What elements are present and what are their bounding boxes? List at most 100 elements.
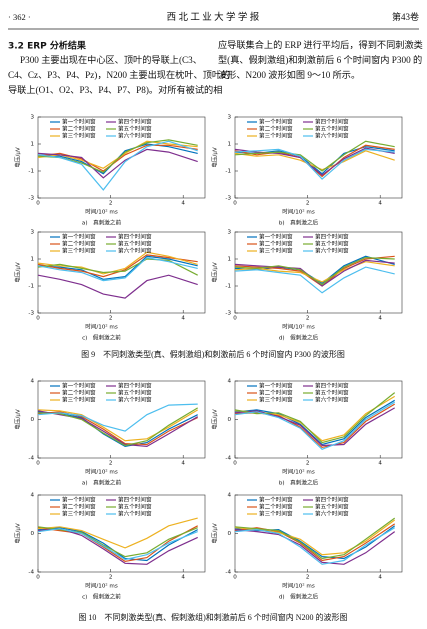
y-tick-label: 4	[227, 379, 231, 385]
legend-label: 第六个时间窗	[315, 396, 349, 404]
y-axis-label: 电压/μV	[14, 147, 22, 168]
series-line	[37, 258, 198, 276]
legend-label: 第三个时间窗	[259, 396, 293, 404]
legend-label: 第一个时间窗	[62, 233, 96, 241]
x-tick-label: 2	[109, 316, 113, 322]
body-line: 导联上(O1、O2、P3、P4、P7、P8)。对所有被试的相	[8, 84, 222, 95]
x-tick-label: 0	[233, 575, 237, 581]
y-tick-label: -4	[28, 570, 34, 576]
series-line	[37, 410, 199, 448]
x-tick-label: 2	[306, 575, 310, 581]
x-tick-label: 2	[109, 461, 113, 467]
y-axis-label: 电压/μV	[211, 147, 219, 168]
series-line	[234, 259, 395, 287]
legend-label: 第六个时间窗	[118, 510, 152, 518]
x-tick-label: 2	[306, 461, 310, 467]
legend-label: 第四个时间窗	[118, 496, 152, 504]
plot-frame	[234, 231, 403, 314]
panel-caption: c) 假刺激之前	[82, 593, 121, 601]
y-tick-label: 1	[30, 257, 34, 263]
x-tick-label: 0	[36, 575, 40, 581]
x-axis-label: 时间/10² ms	[282, 468, 315, 476]
body-line: P300 主要出现在中心区、顶叶的导联上(C3、	[20, 54, 202, 65]
legend-label: 第二个时间窗	[62, 503, 96, 511]
y-axis-label: 电压/μV	[14, 523, 22, 544]
series-line	[234, 399, 396, 446]
y-tick-label: 0	[30, 531, 34, 537]
y-tick-label: -4	[225, 570, 231, 576]
y-tick-label: -4	[28, 456, 34, 462]
legend-label: 第五个时间窗	[315, 389, 349, 397]
series-line	[37, 251, 198, 275]
y-tick-label: 1	[227, 257, 231, 263]
series-line	[234, 407, 395, 447]
legend-label: 第五个时间窗	[315, 240, 349, 248]
x-tick-label: 4	[181, 461, 185, 467]
x-tick-label: 2	[306, 201, 310, 207]
legend-label: 第三个时间窗	[62, 510, 96, 518]
x-tick-label: 0	[233, 201, 237, 207]
x-tick-label: 2	[109, 575, 113, 581]
y-axis-label: 电压/μV	[14, 409, 22, 430]
series-line	[234, 517, 396, 560]
legend-label: 第二个时间窗	[259, 389, 293, 397]
legend-label: 第五个时间窗	[118, 389, 152, 397]
legend-label: 第六个时间窗	[118, 396, 152, 404]
legend-label: 第一个时间窗	[62, 496, 96, 504]
y-tick-label: -3	[225, 196, 231, 202]
legend-label: 第二个时间窗	[62, 240, 96, 248]
panel-caption: a) 真刺激之前	[82, 479, 122, 487]
x-axis-label: 时间/10² ms	[85, 582, 118, 590]
legend-label: 第一个时间窗	[259, 118, 293, 126]
y-tick-label: 3	[30, 115, 34, 121]
legend-label: 第四个时间窗	[315, 496, 349, 504]
series-line	[234, 527, 396, 565]
figure-caption: 图 9 不同刺激类型(真、假刺激组)和刺激前后 6 个时间窗内 P300 的波形…	[81, 349, 345, 359]
y-tick-label: 1	[227, 142, 231, 148]
legend-label: 第五个时间窗	[118, 125, 152, 133]
series-line	[234, 150, 395, 171]
x-tick-label: 4	[181, 316, 185, 322]
series-line	[37, 140, 198, 191]
legend-label: 第一个时间窗	[259, 382, 293, 390]
legend-label: 第四个时间窗	[118, 118, 152, 126]
legend-label: 第一个时间窗	[259, 496, 293, 504]
legend-label: 第五个时间窗	[315, 503, 349, 511]
legend-label: 第二个时间窗	[259, 125, 293, 133]
legend-label: 第四个时间窗	[315, 118, 349, 126]
series-line	[37, 256, 198, 282]
series-line	[37, 528, 198, 561]
y-tick-label: 1	[30, 142, 34, 148]
y-tick-label: -1	[28, 284, 34, 290]
y-tick-label: 3	[30, 230, 34, 236]
panel-caption: d) 假刺激之后	[279, 334, 319, 342]
legend-label: 第三个时间窗	[62, 132, 96, 140]
x-tick-label: 4	[378, 316, 382, 322]
y-tick-label: 0	[227, 531, 231, 537]
legend-label: 第六个时间窗	[315, 132, 349, 140]
legend-label: 第四个时间窗	[118, 233, 152, 241]
series-line	[234, 256, 395, 286]
y-tick-label: -4	[225, 456, 231, 462]
y-axis-label: 电压/μV	[211, 262, 219, 283]
body-line: 波形、N200 波形如图 9～10 所示。	[218, 69, 360, 80]
x-tick-label: 4	[181, 575, 185, 581]
panel-caption: d) 假刺激之后	[279, 593, 319, 601]
y-axis-label: 电压/μV	[211, 409, 219, 430]
body-line: 型(真、假刺激组)和刺激前后 6 个时间窗内 P300 的	[218, 54, 422, 65]
series-line	[37, 528, 198, 565]
volume: 第43卷	[392, 11, 419, 22]
x-axis-label: 时间/10² ms	[282, 323, 315, 331]
series-line	[37, 403, 198, 432]
series-line	[234, 529, 396, 565]
x-tick-label: 0	[36, 316, 40, 322]
x-axis-label: 时间/10² ms	[85, 468, 118, 476]
legend-label: 第一个时间窗	[62, 118, 96, 126]
series-line	[234, 401, 396, 451]
legend-label: 第四个时间窗	[315, 233, 349, 241]
legend-label: 第五个时间窗	[118, 240, 152, 248]
legend-label: 第三个时间窗	[62, 247, 96, 255]
x-tick-label: 0	[36, 461, 40, 467]
legend-label: 第三个时间窗	[259, 132, 293, 140]
